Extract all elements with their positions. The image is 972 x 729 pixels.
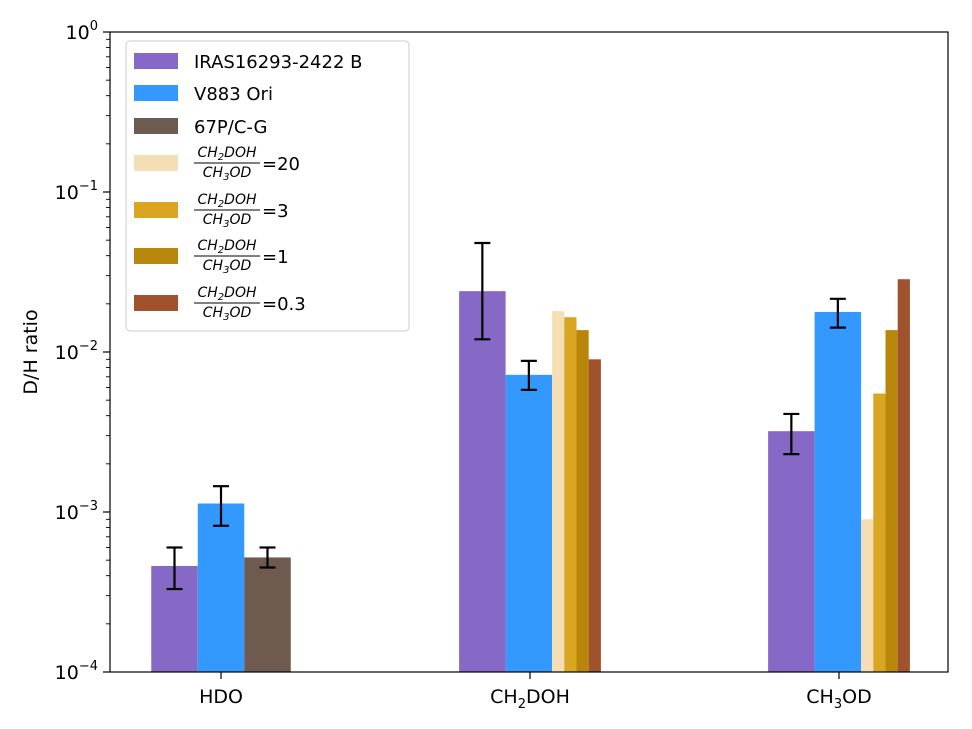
legend-label: IRAS16293-2422 B [194, 52, 362, 73]
legend-ratio-numerator: CH2DOH [197, 285, 256, 303]
y-tick-label: 10−1 [55, 179, 98, 204]
legend-ratio-denominator: CH3OD [203, 165, 252, 183]
legend-swatch [134, 202, 178, 218]
legend-ratio-label: CH2DOH CH3OD =1 [194, 238, 289, 276]
x-tick-label: HDO [199, 686, 243, 708]
y-tick-label: 10−3 [55, 499, 98, 524]
legend-ratio-label: CH2DOH CH3OD =20 [194, 145, 300, 183]
bar [552, 311, 565, 672]
legend-ratio-value: =0.3 [262, 294, 306, 315]
bars-layer [151, 279, 910, 672]
y-tick-label: 100 [66, 19, 98, 44]
bar [814, 311, 862, 672]
bar [197, 503, 245, 672]
legend-swatch [134, 53, 178, 69]
legend-label: 67P/C-G [194, 117, 268, 138]
bar [768, 431, 815, 672]
bar [576, 330, 589, 672]
legend-box [125, 40, 410, 332]
bar [873, 393, 886, 672]
legend-ratio-denominator: CH3OD [203, 305, 252, 323]
legend-swatch [134, 295, 178, 311]
legend-swatch [134, 85, 178, 101]
legend: IRAS16293-2422 B V883 Ori 67P/C-G CH2DOH CH3… [125, 40, 410, 332]
bar [588, 359, 601, 672]
x-axis: HDO CH2DOH CH3OD [199, 672, 872, 712]
y-tick-label: 10−4 [55, 659, 98, 684]
bar [459, 291, 506, 672]
y-axis: 10−4 10−3 10−2 10−1 100 [55, 19, 110, 684]
legend-ratio-denominator: CH3OD [203, 212, 252, 230]
legend-swatch [134, 155, 178, 171]
bar [505, 374, 553, 672]
x-tick-label: CH3OD [806, 686, 871, 712]
legend-label: V883 Ori [194, 84, 273, 105]
y-axis-label: D/H ratio [20, 309, 42, 394]
error-bars-layer [166, 241, 846, 591]
x-tick-label: CH2DOH [490, 686, 570, 712]
legend-ratio-label: CH2DOH CH3OD =0.3 [194, 285, 306, 323]
legend-ratio-numerator: CH2DOH [197, 238, 256, 256]
legend-swatch [134, 248, 178, 264]
legend-ratio-value: =20 [262, 154, 300, 175]
legend-ratio-value: =3 [262, 201, 289, 222]
y-tick-label: 10−2 [55, 339, 98, 364]
bar [564, 317, 577, 672]
legend-swatch [134, 118, 178, 134]
legend-ratio-denominator: CH3OD [203, 258, 252, 276]
bar [861, 519, 874, 672]
legend-ratio-numerator: CH2DOH [197, 192, 256, 210]
bar [885, 330, 898, 672]
bar [897, 279, 910, 672]
legend-ratio-label: CH2DOH CH3OD =3 [194, 192, 289, 230]
bar [244, 557, 291, 672]
legend-ratio-value: =1 [262, 247, 289, 268]
legend-ratio-numerator: CH2DOH [197, 145, 256, 163]
